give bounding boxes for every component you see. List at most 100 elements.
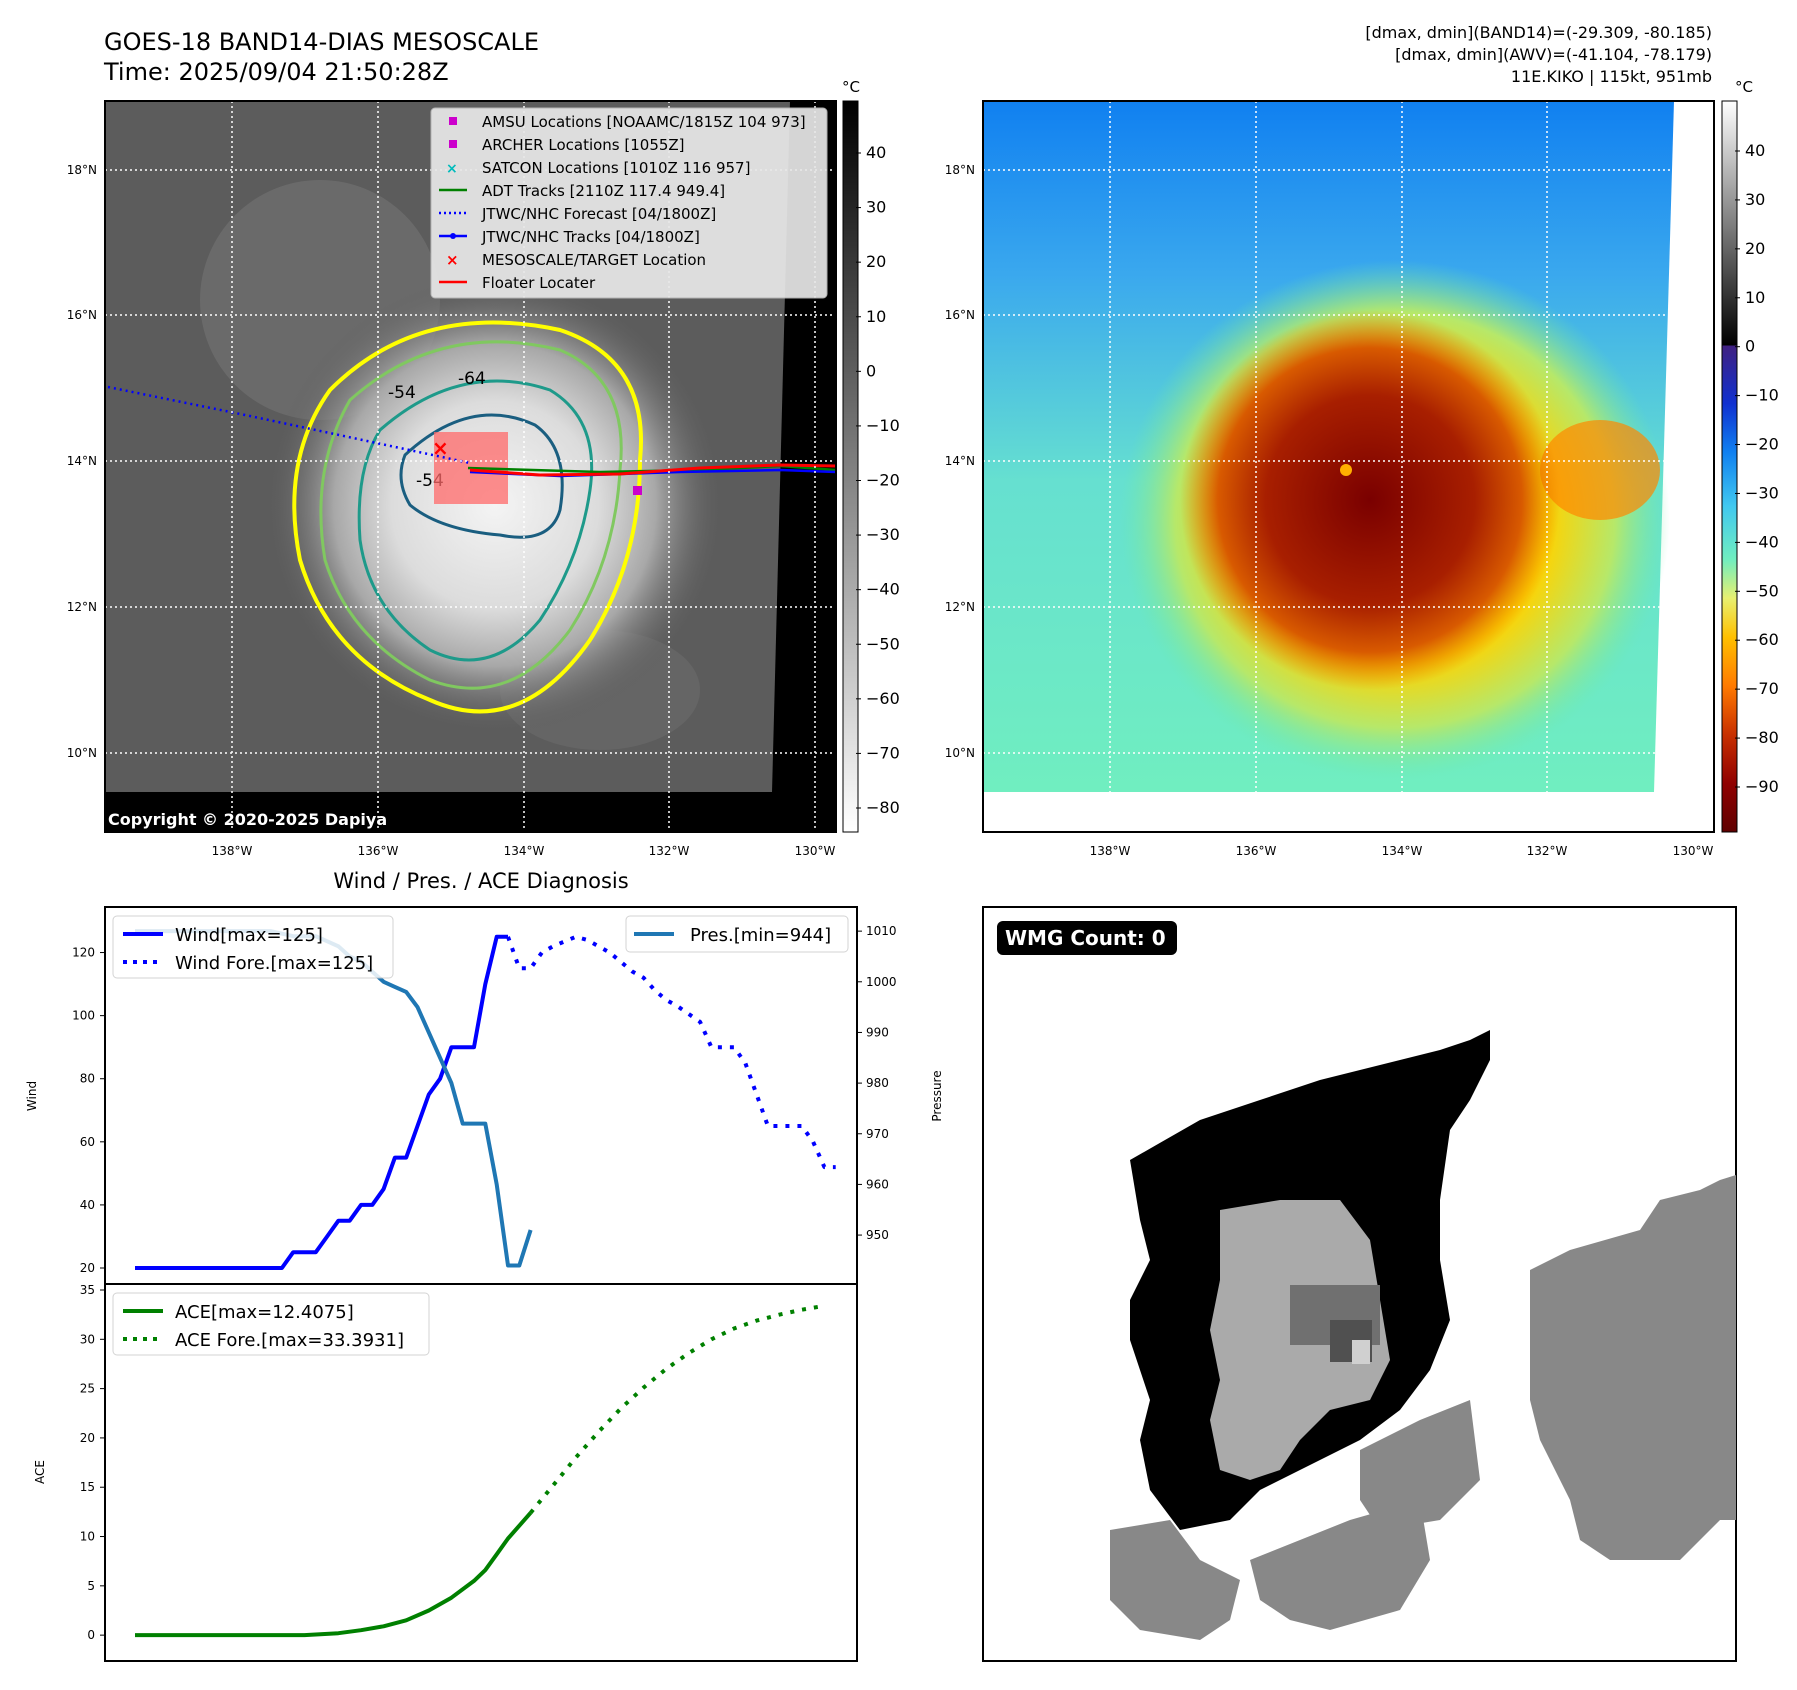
wind-legend-label-0: Wind[max=125] [175, 925, 323, 946]
legend-marker-satcon: × [446, 161, 458, 177]
dav-colorbar-tick-label-13: −90 [1745, 777, 1779, 796]
wind-tick-label-2: 80 [80, 1072, 95, 1086]
ace-tick-label-2: 25 [80, 1382, 95, 1396]
legend-box [430, 107, 828, 299]
dav-lat-tick-3: 12°N [945, 600, 975, 614]
target-marker: × [432, 436, 449, 460]
adt-track [467, 464, 836, 474]
ace-tick-label-7: 0 [87, 1628, 95, 1642]
dav-colorbar-tick-label-8: −40 [1745, 532, 1779, 551]
ir-lat-tick-0: 18°N [67, 163, 97, 177]
wind-tick-label-1: 100 [72, 1009, 95, 1023]
ir-colorbar-tick-label-4: 0 [866, 361, 876, 380]
ir-colorbar-tick-label-5: −10 [866, 416, 900, 435]
ir-lon-tick-1: 136°W [358, 844, 399, 858]
dav-core [1180, 310, 1560, 690]
legend-label-satcon: SATCON Locations [1010Z 116 957] [482, 159, 750, 177]
dav-colorbar-tick-label-5: −10 [1745, 386, 1779, 405]
ace-axis-label: ACE [33, 1460, 47, 1484]
ace-tick-label-5: 10 [80, 1530, 95, 1544]
dav-eye [1340, 464, 1352, 476]
ir-colorbar-tick-label-0: 40 [866, 143, 886, 162]
ir-colorbar-tick-label-1: 30 [866, 198, 886, 217]
ir-lat-tick-2: 14°N [67, 454, 97, 468]
wmg-gray-region-center [1250, 1500, 1430, 1630]
legend-marker-target: × [446, 251, 459, 269]
dav-colorbar-tick-label-1: 30 [1745, 190, 1765, 209]
copyright-text: Copyright © 2020-2025 Dapiya [108, 810, 387, 829]
ir-colorbar-tick-label-11: −70 [866, 743, 900, 762]
pressure-tick-label-6: 950 [866, 1228, 889, 1242]
wind-legend-label-1: Wind Fore.[max=125] [175, 953, 373, 974]
dav-colorbar-tick-label-0: 40 [1745, 141, 1765, 160]
wind-tick-label-3: 60 [80, 1135, 95, 1149]
ace-legend-label-0: ACE[max=12.4075] [175, 1302, 354, 1323]
pressure-axis-ticks: 1010 1000 990 980 970 960 950 [857, 924, 897, 1242]
contour-label-2: -64 [458, 369, 486, 389]
ir-map-legend: × × AMSU Locations [NOAAMC/1815Z 104 973… [430, 107, 828, 299]
series-line-wind-forecast [506, 934, 836, 1170]
ace-chart: 35 30 25 20 15 10 5 0 ACE ACE[max=12.4075] ACE … [33, 1283, 858, 1662]
wind-tick-label-5: 20 [80, 1261, 95, 1275]
wind-legend: Wind[max=125] Wind Fore.[max=125] [112, 915, 394, 979]
wind-tick-label-0: 120 [72, 946, 95, 960]
legend-label-target: MESOSCALE/TARGET Location [482, 251, 706, 269]
ace-legend-label-1: ACE Fore.[max=33.3931] [175, 1330, 404, 1351]
pressure-tick-label-2: 990 [866, 1025, 889, 1039]
pressure-tick-label-3: 980 [866, 1076, 889, 1090]
dav-colorbar-top [1721, 100, 1738, 346]
legend-marker-amsu [449, 117, 457, 125]
dav-colorbar-bottom [1721, 344, 1738, 833]
dav-colorbar-tick-label-3: 10 [1745, 288, 1765, 307]
pressure-legend: Pres.[min=944] [625, 915, 849, 953]
ir-map-panel: -54 -64 -54 × Copyright © 2020-2025 Dapi… [67, 78, 900, 858]
ir-colorbar-tick-label-7: −30 [866, 525, 900, 544]
ir-colorbar-ticks: 40 30 20 10 0 −10 −20 −30 −40 −50 −60 −70 −80 [856, 143, 900, 817]
inner-contour [399, 413, 564, 539]
ir-colorbar-tick-label-3: 10 [866, 307, 886, 326]
dav-colorbar-tick-label-6: −20 [1745, 435, 1779, 454]
ir-colorbar [842, 100, 859, 833]
dav-lat-tick-0: 18°N [945, 163, 975, 177]
dav-colorbar-tick-label-4: 0 [1745, 337, 1755, 356]
ir-colorbar-tick-label-8: −40 [866, 580, 900, 599]
ir-lat-tick-4: 10°N [67, 746, 97, 760]
ace-series [135, 1303, 825, 1638]
wind-tick-label-4: 40 [80, 1198, 95, 1212]
wmg-count-badge [997, 921, 1177, 955]
info-band14: [dmax, dmin](BAND14)=(-29.309, -80.185) [1365, 23, 1712, 42]
figure-time: Time: 2025/09/04 21:50:28Z [103, 58, 449, 86]
ace-tick-label-0: 35 [80, 1283, 95, 1297]
pressure-tick-label-0: 1010 [866, 924, 897, 938]
info-storm: 11E.KIKO | 115kt, 951mb [1511, 67, 1712, 86]
wind-axis-ticks: 120 100 80 60 40 20 [72, 946, 105, 1275]
dav-rain-band [1540, 420, 1660, 520]
dav-lon-tick-4: 130°W [1673, 844, 1714, 858]
dav-colorbar-tick-label-2: 20 [1745, 239, 1765, 258]
legend-marker-archer [449, 140, 457, 148]
dav-lat-tick-2: 14°N [945, 454, 975, 468]
dav-colorbar-tick-label-10: −60 [1745, 630, 1779, 649]
ace-tick-label-1: 30 [80, 1332, 95, 1346]
ir-lat-tick-3: 12°N [67, 600, 97, 614]
legend-label-nhc: JTWC/NHC Tracks [04/1800Z] [481, 228, 700, 246]
figure-title: GOES-18 BAND14-DIAS MESOSCALE [104, 28, 539, 56]
diagnosis-title: Wind / Pres. / ACE Diagnosis [333, 869, 628, 893]
floater-track [469, 463, 836, 477]
dav-lon-tick-1: 136°W [1236, 844, 1277, 858]
pressure-axis-label: Pressure [930, 1070, 944, 1121]
wind-legend-box [112, 915, 394, 979]
ace-axis-ticks: 35 30 25 20 15 10 5 0 [80, 1283, 105, 1642]
info-awv: [dmax, dmin](AWV)=(-41.104, -78.179) [1395, 45, 1712, 64]
ir-colorbar-tick-label-12: −80 [866, 798, 900, 817]
ace-tick-label-3: 20 [80, 1431, 95, 1445]
series-line-wind [135, 934, 508, 1270]
dav-colorbar-tick-label-12: −80 [1745, 728, 1779, 747]
wind-pressure-chart: 120 100 80 60 40 20 1010 1000 990 980 970 960 950 W… [25, 906, 944, 1285]
ace-tick-label-6: 5 [87, 1579, 95, 1593]
dav-colorbar-ticks: 40 30 20 10 0 −10 −20 −30 −40 −50 −60 −70 −80 −90 [1735, 141, 1779, 796]
ir-colorbar-tick-label-2: 20 [866, 252, 886, 271]
wmg-panel: WMG Count: 0 [982, 906, 1737, 1662]
wmg-gray-region-east [1530, 1175, 1736, 1560]
pressure-tick-label-5: 960 [866, 1177, 889, 1191]
